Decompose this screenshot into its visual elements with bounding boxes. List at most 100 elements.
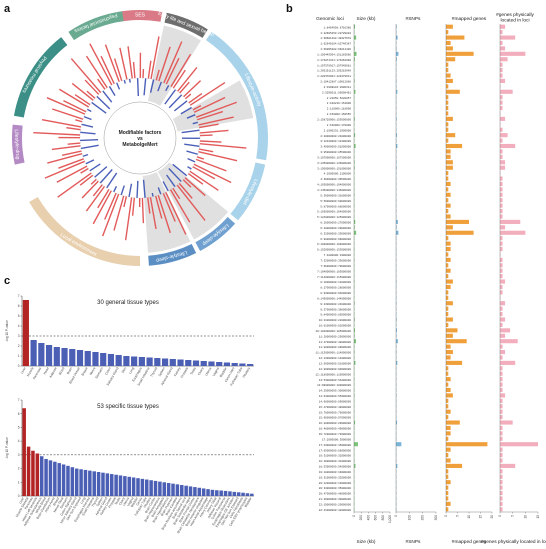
center-text-line3: MetabolgeMert (122, 142, 158, 148)
locus-label: 2:20000000:21000000 (320, 135, 351, 138)
radial-bar (71, 82, 94, 101)
column-tick-label: 5 (511, 515, 515, 517)
threshold-circle (79, 77, 201, 199)
highlight-wedge (142, 172, 191, 253)
radial-bar (113, 185, 118, 193)
locus-bar (446, 442, 488, 447)
locus-bar (354, 57, 355, 62)
tissue-label: Kidney (173, 366, 182, 377)
locus-bar (500, 474, 503, 479)
tissue-bar (185, 360, 192, 366)
locus-labels: 1:8464958:8701386 1:22695450:22729804 1:39… (316, 26, 352, 512)
locus-bar (446, 306, 449, 311)
tissue-label: Nerve (89, 366, 97, 376)
locus-label: 4:103000000:104000000 (317, 184, 351, 187)
locus-bar (446, 203, 451, 208)
highlight-wedge (147, 25, 201, 106)
locus-label: 17:65000000:66000000 (319, 449, 352, 452)
chart-title: 53 specific tissue types (97, 404, 159, 410)
radial-bar (123, 196, 128, 208)
locus-label: 22:19000000:20000000 (319, 503, 352, 506)
locus-bar (446, 84, 449, 89)
locus-label: 3:135000000:136000000 (317, 162, 351, 165)
column-tick-label: 300 (434, 515, 438, 521)
tissue-bar (228, 491, 232, 496)
locus-bar (500, 328, 511, 333)
locus-label: 11:88000000:89000000 (319, 346, 352, 349)
radial-bar (127, 46, 133, 79)
radial-bar (63, 100, 87, 113)
chart-y-tick-label: 0 (18, 494, 20, 498)
tissue-label: Heart (43, 366, 50, 375)
radial-bar (59, 88, 90, 108)
locus-bar (446, 458, 451, 463)
locus-label: 19:18000000:19000000 (319, 471, 352, 474)
tissue-bar (146, 357, 153, 366)
tissue-bar (53, 347, 60, 366)
locus-label: 6:98000000:99000000 (320, 238, 351, 241)
locus-bar (500, 187, 503, 192)
radial-bar (113, 58, 123, 82)
radial-bar (176, 184, 206, 221)
locus-bar (446, 95, 449, 100)
locus-bar (446, 127, 449, 132)
locus-bar (354, 219, 356, 224)
ring-segment (13, 37, 68, 118)
locus-label: 1:174071311:174662990 (317, 59, 351, 62)
tissue-bar (118, 475, 123, 496)
locus-bar (396, 339, 398, 344)
tissue-bar (48, 460, 53, 496)
locus-bar (500, 133, 508, 138)
tissue-label: Thyroid (149, 366, 158, 377)
radial-bar (57, 172, 92, 198)
radial-bar (106, 172, 118, 189)
radial-bar (162, 181, 169, 192)
header-size-kb: Size (kb) (357, 16, 376, 22)
locus-bar (446, 246, 451, 252)
radial-bar (51, 145, 81, 151)
locus-bar (396, 349, 397, 355)
locus-bar (500, 165, 506, 170)
ring-segment (12, 124, 25, 165)
locus-bar (446, 344, 451, 349)
radial-bar (92, 184, 103, 197)
radial-bar (196, 156, 205, 160)
locus-bar (446, 409, 451, 414)
tissue-bar (192, 360, 200, 366)
tissue-bar (216, 362, 223, 366)
locus-bar (354, 116, 355, 121)
tissue-label: Spleen (157, 366, 166, 377)
locus-bar (446, 431, 451, 436)
center-circle (103, 101, 177, 175)
locus-label: 17:2000000:3000000 (322, 438, 351, 441)
tissue-bar (26, 446, 31, 496)
tissue-label: Spleen (95, 496, 104, 507)
locus-bar (396, 143, 398, 149)
chart-y-tick-label: 6 (18, 412, 20, 416)
locus-label: 6:152000000:153000000 (317, 249, 351, 252)
locus-bar (396, 301, 397, 306)
locus-bar (446, 73, 451, 78)
radial-bar (123, 79, 126, 84)
locus-bar (500, 371, 503, 376)
tissue-label: Vagina (126, 496, 134, 507)
locus-bar (396, 57, 397, 62)
highlight-wedge (157, 162, 229, 240)
ring-segment (164, 12, 208, 38)
radial-bar (66, 126, 81, 131)
radial-bar (91, 101, 107, 114)
locus-bar (446, 415, 449, 420)
radial-bar (184, 177, 206, 197)
locus-bar (500, 160, 506, 165)
locus-bar (446, 105, 449, 111)
column-tick-label: 1,000 (388, 515, 392, 523)
locus-bar (354, 458, 355, 463)
radial-bar (108, 85, 116, 96)
tissue-bar (79, 469, 83, 496)
radial-bar (199, 142, 247, 149)
locus-label: 11:113000000:114000000 (316, 352, 352, 355)
radial-bar (147, 60, 152, 79)
tissue-label: Artery Aorta (44, 496, 56, 513)
locus-bar (354, 463, 356, 468)
